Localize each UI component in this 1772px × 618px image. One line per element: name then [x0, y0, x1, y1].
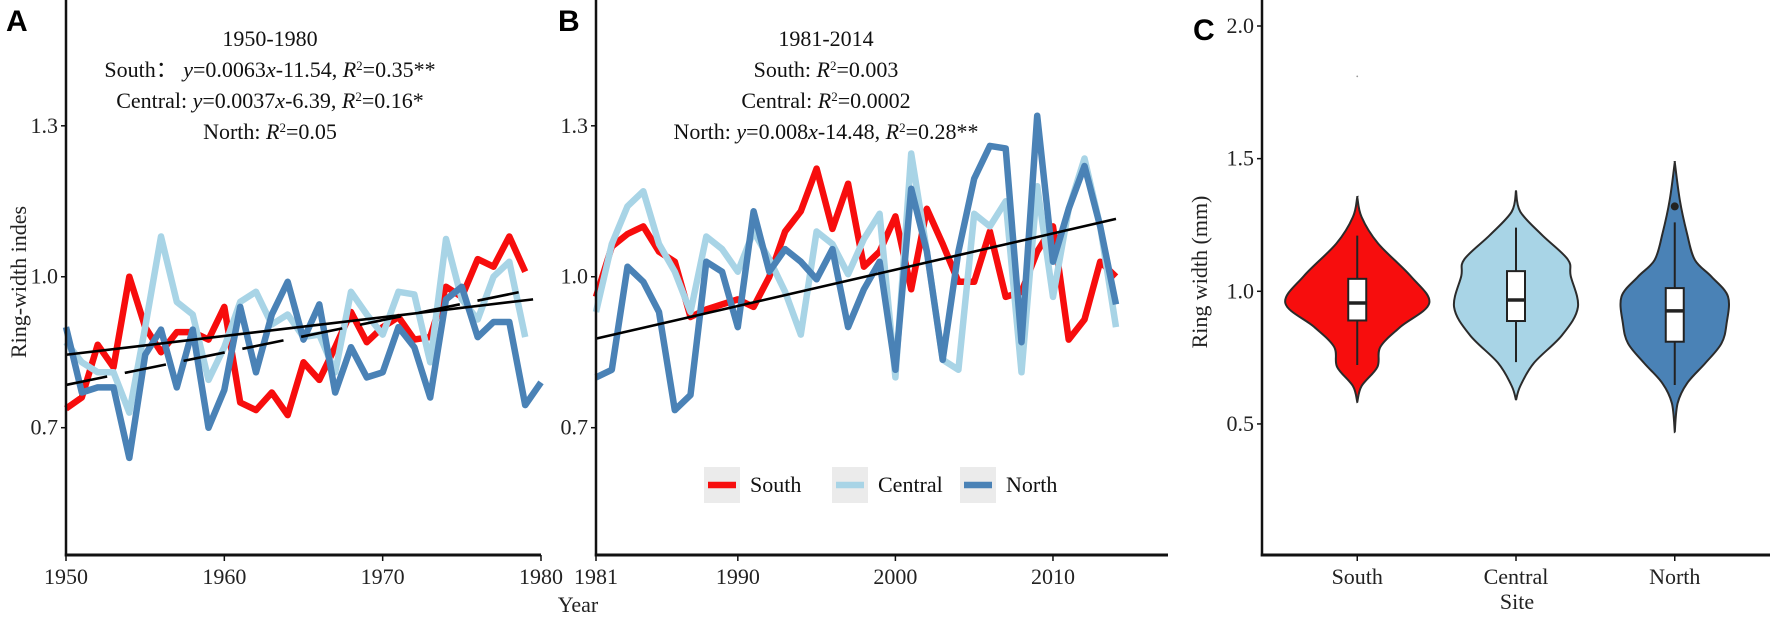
- x-axis-title-c: Site: [1500, 589, 1534, 614]
- annotation-segment: x: [807, 119, 818, 144]
- panel-label-a: A: [6, 5, 28, 38]
- box-iqr: [1347, 277, 1368, 322]
- panel-a-annotation-line: North: R2=0.05: [203, 119, 337, 144]
- annotation-segment: North:: [203, 119, 266, 144]
- panel-c-y-tick-label: 0.5: [1227, 411, 1255, 436]
- series-line-central: [592, 150, 1120, 381]
- panel-label-b: B: [558, 5, 580, 38]
- y-axis-title-a: Ring-width indes: [6, 206, 31, 358]
- annotation-segment: =0.0002: [838, 88, 911, 113]
- box-iqr: [1664, 287, 1685, 343]
- legend-item-south: South: [704, 467, 801, 503]
- panel-a-annotation-line: Central: y=0.0037x-6.39, R2=0.16*: [116, 88, 424, 113]
- y-axis-title-c: Ring width (mm): [1187, 196, 1212, 349]
- annotation-segment: =0.16*: [362, 88, 424, 113]
- annotation-segment: x: [265, 57, 276, 82]
- violin-central: [1452, 190, 1580, 401]
- annotation-segment: South:: [754, 57, 817, 82]
- superscript: 2: [831, 89, 838, 104]
- annotation-segment: y: [191, 88, 203, 113]
- panel-b-annotation-line: 1981-2014: [778, 26, 873, 51]
- panel-b-x-tick-label: 1981: [574, 564, 618, 589]
- superscript: 2: [355, 89, 362, 104]
- panel-b-y-tick-label: 1.3: [561, 113, 589, 138]
- annotation-segment: =0.008: [746, 119, 808, 144]
- panel-a-y-tick-label: 1.0: [31, 264, 59, 289]
- annotation-segment: =0.0037: [202, 88, 275, 113]
- legend-item-central: Central: [832, 467, 943, 503]
- superscript: 2: [356, 58, 363, 73]
- annotation-segment: -14.48,: [818, 119, 886, 144]
- panel-a-annotation-line: South： y=0.0063x-11.54, R2=0.35**: [104, 57, 435, 82]
- panel-b-annotation-line: South: R2=0.003: [754, 57, 899, 82]
- series-line-north: [594, 112, 1120, 414]
- annotation-segment: -6.39,: [285, 88, 342, 113]
- annotation-segment: =0.05: [286, 119, 337, 144]
- panel-c-x-tick-label: South: [1332, 564, 1383, 589]
- panel-a-x-tick-label: 1970: [361, 564, 405, 589]
- annotation-segment: North:: [673, 119, 736, 144]
- annotation-segment: =0.28**: [906, 119, 979, 144]
- panel-c: South Central North 0.5 1.0 1.5 2.0: [1227, 0, 1770, 589]
- trend-line-central: [65, 298, 534, 357]
- legend-label: South: [750, 472, 801, 497]
- panel-label-c: C: [1193, 14, 1215, 47]
- panel-a-y-tick-label: 0.7: [31, 415, 59, 440]
- violin-north: [1619, 161, 1730, 434]
- panel-b-y-tick-label: 1.0: [561, 264, 589, 289]
- series-line-central: [63, 233, 529, 416]
- panel-c-x-tick-label: Central: [1484, 564, 1549, 589]
- annotation-segment: South：: [104, 57, 183, 82]
- legend-item-north: North: [960, 467, 1057, 503]
- outlier-point: [1356, 75, 1359, 78]
- panel-c-x-tick-label: North: [1649, 564, 1700, 589]
- annotation-segment: R: [816, 57, 831, 82]
- panel-b-x-tick-label: 2010: [1031, 564, 1075, 589]
- panel-a-y-tick-label: 1.3: [31, 113, 59, 138]
- x-axis-title-ab: Year: [558, 592, 599, 617]
- series-line-south: [64, 233, 529, 419]
- panel-b-x-tick-label: 1990: [716, 564, 760, 589]
- annotation-segment: R: [342, 57, 357, 82]
- annotation-segment: x: [274, 88, 285, 113]
- panel-a-x-tick-label: 1950: [44, 564, 88, 589]
- annotation-segment: -11.54,: [276, 57, 343, 82]
- panel-a-annotation-line: 1950-1980: [222, 26, 317, 51]
- annotation-segment: R: [341, 88, 356, 113]
- panel-a-x-tick-label: 1980: [519, 564, 563, 589]
- annotation-segment: 1981-2014: [778, 26, 873, 51]
- annotation-segment: Central:: [741, 88, 817, 113]
- panel-b-annotation-line: North: y=0.008x-14.48, R2=0.28**: [673, 119, 978, 144]
- superscript: 2: [830, 58, 837, 73]
- panel-c-y-tick-label: 1.0: [1227, 278, 1255, 303]
- trend-line-north: [595, 217, 1117, 340]
- superscript: 2: [899, 120, 906, 135]
- annotation-segment: Central:: [116, 88, 192, 113]
- annotation-segment: y: [734, 119, 746, 144]
- box-iqr: [1506, 270, 1526, 323]
- annotation-segment: R: [885, 119, 900, 144]
- panel-a-x-tick-label: 1960: [202, 564, 246, 589]
- legend-label: North: [1006, 472, 1057, 497]
- panel-b-annotation-line: Central: R2=0.0002: [741, 88, 910, 113]
- annotation-segment: R: [817, 88, 832, 113]
- panel-c-y-tick-label: 1.5: [1227, 146, 1255, 171]
- superscript: 2: [279, 120, 286, 135]
- annotation-segment: =0.0063: [193, 57, 266, 82]
- panel-b-x-tick-label: 2000: [873, 564, 917, 589]
- annotation-segment: y: [181, 57, 193, 82]
- violin-south: [1284, 75, 1431, 404]
- outlier-point: [1670, 202, 1679, 211]
- trend-line-south: [65, 288, 534, 387]
- annotation-segment: 1950-1980: [222, 26, 317, 51]
- annotation-segment: =0.003: [837, 57, 899, 82]
- panel-c-y-tick-label: 2.0: [1227, 13, 1255, 38]
- panel-b-y-tick-label: 0.7: [561, 415, 589, 440]
- annotation-segment: =0.35**: [363, 57, 436, 82]
- legend-label: Central: [878, 472, 943, 497]
- annotation-segment: R: [265, 119, 280, 144]
